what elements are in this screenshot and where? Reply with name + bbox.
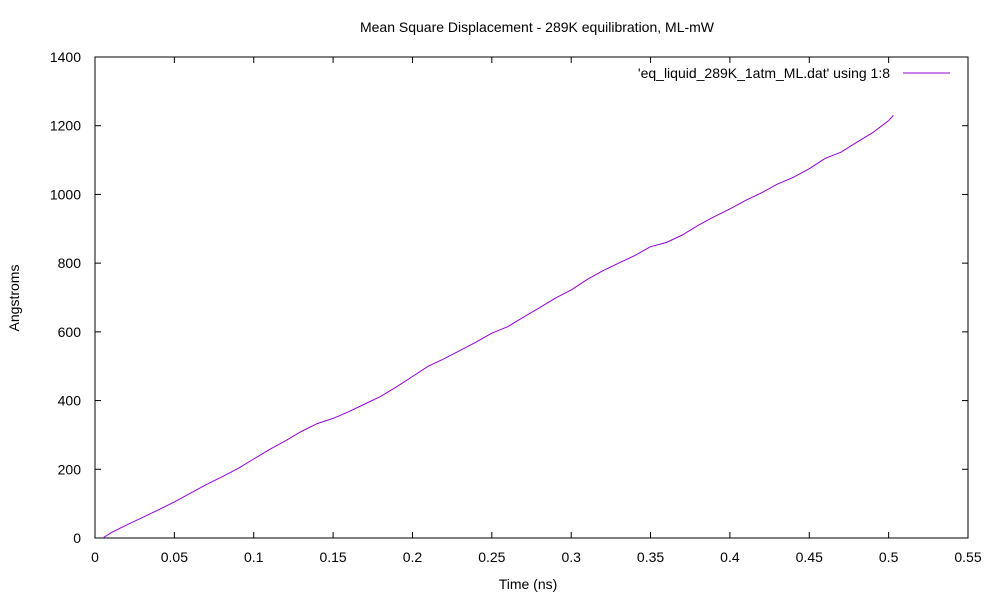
legend: 'eq_liquid_289K_1atm_ML.dat' using 1:8 xyxy=(638,65,950,81)
x-tick-label: 0.05 xyxy=(161,549,188,565)
x-axis-title: Time (ns) xyxy=(499,576,558,592)
series-line xyxy=(102,115,894,539)
x-tick-label: 0.5 xyxy=(879,549,899,565)
y-axis-ticks: 0 200 400 600 800 1000 1200 1400 xyxy=(50,49,968,546)
y-tick-label: 1200 xyxy=(50,118,81,134)
plot-frame xyxy=(94,56,969,539)
x-tick-label: 0.25 xyxy=(478,549,505,565)
x-tick-label: 0.55 xyxy=(954,549,981,565)
x-tick-label: 0.35 xyxy=(637,549,664,565)
y-tick-label: 800 xyxy=(58,255,82,271)
x-tick-label: 0.4 xyxy=(720,549,740,565)
legend-label: 'eq_liquid_289K_1atm_ML.dat' using 1:8 xyxy=(638,65,890,81)
x-tick-label: 0.15 xyxy=(319,549,346,565)
y-tick-label: 0 xyxy=(73,530,81,546)
y-tick-label: 1000 xyxy=(50,186,81,202)
chart-title: Mean Square Displacement - 289K equilibr… xyxy=(360,19,715,35)
x-tick-label: 0.45 xyxy=(796,549,823,565)
x-axis-ticks: 0 0.05 0.1 0.15 0.2 0.25 0.3 0.35 0.4 0.45 0.5 0.55 xyxy=(91,57,982,565)
y-axis-title: Angstroms xyxy=(6,265,22,332)
y-tick-label: 400 xyxy=(58,393,82,409)
y-tick-label: 1400 xyxy=(50,49,81,65)
x-tick-label: 0.1 xyxy=(244,549,264,565)
x-tick-label: 0 xyxy=(91,549,99,565)
y-tick-label: 600 xyxy=(58,324,82,340)
y-tick-label: 200 xyxy=(58,461,82,477)
x-tick-label: 0.2 xyxy=(403,549,423,565)
x-tick-label: 0.3 xyxy=(561,549,581,565)
